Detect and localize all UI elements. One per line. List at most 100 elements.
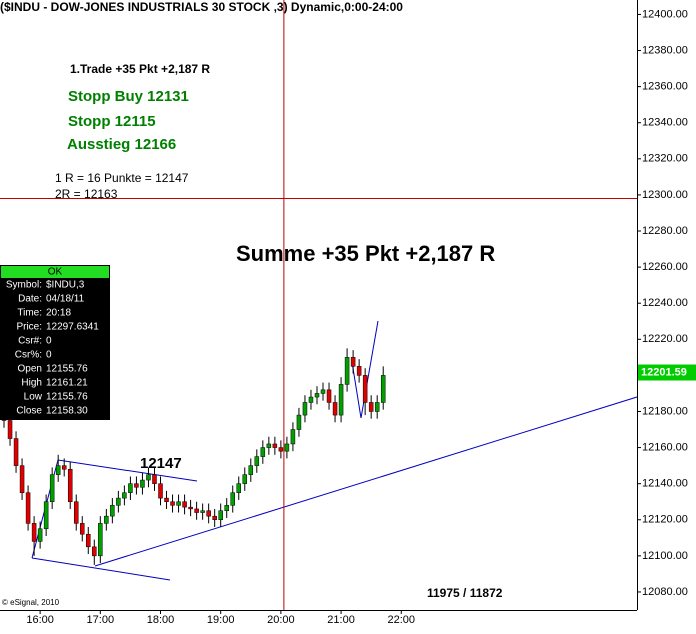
candle <box>278 440 284 459</box>
candle-body <box>344 357 350 385</box>
candle-body <box>19 465 25 493</box>
candle <box>368 395 374 419</box>
candle-body <box>7 420 13 439</box>
candle <box>37 521 43 549</box>
candle <box>182 494 187 515</box>
candle <box>134 476 139 495</box>
candle <box>140 472 145 495</box>
candle-body <box>308 396 314 403</box>
candle-body <box>320 389 326 394</box>
candle <box>302 395 308 423</box>
candle-body <box>314 393 320 398</box>
data-window-header-bg <box>1 266 109 278</box>
candle <box>224 498 229 518</box>
y-tick-label: 12300.00 <box>642 189 688 201</box>
x-tick-label: 22:00 <box>387 614 415 626</box>
candle <box>158 476 163 506</box>
candle-body <box>212 515 217 521</box>
y-tick-label: 12260.00 <box>642 261 688 273</box>
candle <box>25 485 31 531</box>
x-tick-label: 16:00 <box>26 614 54 626</box>
candle-body <box>128 483 133 493</box>
annotation: 2R = 12163 <box>55 187 118 201</box>
candle-body <box>116 497 121 506</box>
data-window-label: Symbol: <box>6 280 42 291</box>
candle-body <box>164 497 169 502</box>
candle <box>200 503 205 520</box>
candle <box>19 458 25 500</box>
annotation: 11975 / 11872 <box>427 586 503 600</box>
candle <box>344 348 350 392</box>
data-window-value: $INDU,3 <box>46 280 85 291</box>
x-tick-label: 17:00 <box>87 614 115 626</box>
y-tick-label: 12120.00 <box>642 514 688 526</box>
candle-body <box>260 447 266 457</box>
y-tick-label: 12100.00 <box>642 550 688 562</box>
candle-body <box>272 443 278 448</box>
candle <box>13 431 19 473</box>
annotation: Stopp 12115 <box>68 113 156 130</box>
candle <box>152 467 157 491</box>
data-window-label: Date: <box>18 294 42 305</box>
candle <box>260 440 266 464</box>
candle-body <box>43 501 49 530</box>
y-tick-label: 12360.00 <box>642 81 688 93</box>
candle <box>320 382 326 401</box>
candle <box>374 395 380 419</box>
candle-body <box>332 402 338 416</box>
data-window-label: High <box>21 378 42 389</box>
candle-body <box>104 515 109 524</box>
candle <box>176 494 181 513</box>
candle <box>296 407 302 437</box>
data-window-bg <box>0 265 110 420</box>
candle-body <box>182 501 187 508</box>
candle-body <box>25 492 31 524</box>
y-tick-label: 12380.00 <box>642 44 688 56</box>
candle-body <box>140 479 145 488</box>
data-window-value: 04/18/11 <box>46 294 85 305</box>
candle <box>206 503 211 524</box>
annotation: Ausstieg 12166 <box>67 136 176 153</box>
candle <box>49 467 55 509</box>
y-tick-label: 12240.00 <box>642 297 688 309</box>
candle <box>272 436 278 455</box>
candle-body <box>122 492 127 499</box>
candle <box>98 516 103 564</box>
candle-body <box>73 501 79 524</box>
data-window-value: 12155.76 <box>46 392 88 403</box>
y-tick-label: 12080.00 <box>642 586 688 598</box>
trendline <box>31 557 171 581</box>
candle-body <box>230 492 235 506</box>
x-tick-label: 18:00 <box>147 614 175 626</box>
candle-body <box>55 465 61 475</box>
y-tick-label: 12340.00 <box>642 117 688 129</box>
candle-body <box>362 375 368 403</box>
candle-body <box>152 474 157 484</box>
candle <box>86 526 91 555</box>
candle <box>332 395 338 423</box>
candle <box>31 516 37 556</box>
candle-body <box>13 438 19 466</box>
candle-body <box>158 483 163 499</box>
data-window-header: OK <box>48 267 63 278</box>
candle-body <box>194 508 199 513</box>
candle-body <box>380 375 386 403</box>
data-window-value: 12297.6341 <box>46 322 99 333</box>
candle-body <box>350 357 356 367</box>
candle-body <box>31 523 37 542</box>
candle <box>43 494 49 537</box>
data-window-label: Csr#: <box>18 336 42 347</box>
x-tick-label: 21:00 <box>327 614 355 626</box>
candle <box>230 485 235 513</box>
candle <box>122 485 127 506</box>
candle-body <box>86 533 91 548</box>
candle-body <box>80 523 85 535</box>
annotation: 1.Trade +35 Pkt +2,187 R <box>70 62 210 76</box>
candle <box>350 350 356 374</box>
candle-body <box>200 510 205 513</box>
candle-body <box>206 510 211 517</box>
candle-body <box>374 402 380 412</box>
candle <box>146 467 151 488</box>
